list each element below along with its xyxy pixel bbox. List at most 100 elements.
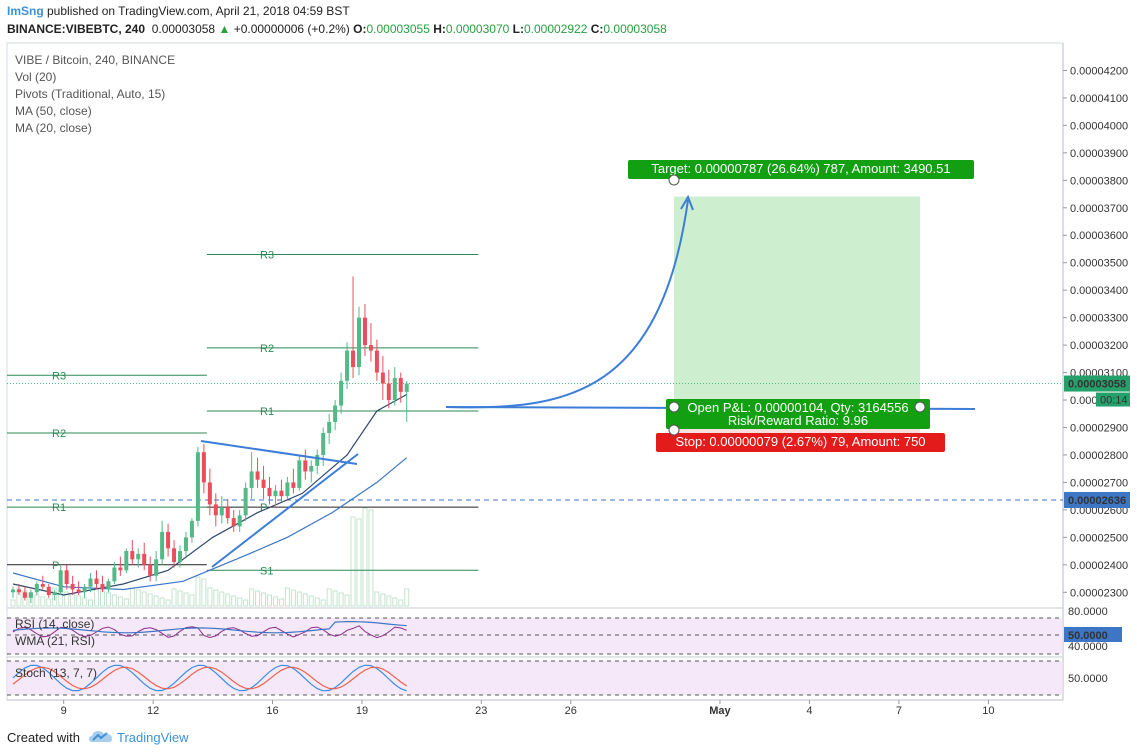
candle-body: [404, 383, 409, 392]
candle-body: [160, 531, 165, 560]
volume-bar: [272, 596, 278, 607]
pivot-label: P: [52, 560, 59, 572]
tradingview-logo-icon[interactable]: [88, 728, 114, 746]
volume-bar: [64, 591, 70, 607]
close-label: C:: [590, 22, 604, 36]
publish-info: published on TradingView.com, April 21, …: [43, 4, 350, 18]
volume-bar: [225, 593, 231, 607]
projection-curve: [445, 199, 689, 409]
volume-bar: [219, 591, 225, 607]
y-tick-label: 0.00003500: [1070, 258, 1128, 270]
rsi-tick-label: 50.0000: [1068, 630, 1108, 642]
volume-bar: [237, 597, 243, 607]
volume-bar: [374, 591, 380, 607]
legend-vol[interactable]: Vol (20): [15, 70, 57, 84]
volume-bar: [76, 595, 82, 607]
pivot-label: R1: [260, 406, 274, 418]
volume-bar: [147, 593, 153, 607]
candle-body: [10, 589, 15, 593]
candle-body: [166, 531, 171, 549]
y-tick-label: 0.00004000: [1070, 120, 1128, 132]
candle-body: [309, 465, 314, 472]
candle-body: [118, 567, 123, 571]
candle-body: [64, 570, 69, 585]
volume-bar: [362, 507, 368, 607]
volume-bar: [243, 599, 249, 607]
candle-body: [52, 592, 57, 596]
candle-body: [142, 553, 147, 565]
volume-bar: [249, 588, 255, 607]
volume-bar: [52, 587, 58, 607]
candle-body: [303, 460, 308, 472]
volume-bar: [404, 588, 410, 607]
volume-bar: [183, 592, 189, 607]
trendline-upper: [200, 440, 358, 465]
countdown-badge: [1096, 392, 1130, 407]
candle-body: [351, 350, 356, 368]
candles: [10, 276, 409, 604]
volume-bar: [171, 588, 177, 607]
candle-body: [195, 452, 200, 521]
y-tick-label: 0.00002700: [1070, 477, 1128, 489]
author-name[interactable]: ImSng: [7, 4, 44, 18]
candle-body: [386, 383, 391, 401]
volume-bar: [207, 587, 213, 607]
price-chart[interactable]: 0.00004200 0.00004100 0.00004000 0.00003900…: [0, 0, 1137, 722]
candle-body: [46, 586, 51, 596]
pivot-label: R2: [52, 428, 66, 440]
candle-body: [201, 452, 206, 483]
volume-bar: [88, 599, 94, 607]
candle-body: [362, 317, 367, 346]
pivot-label: R1: [52, 502, 66, 514]
volume-bar: [392, 597, 398, 607]
candle-body: [70, 584, 75, 590]
footer-created-text: Created with: [7, 730, 80, 745]
legend-stoch[interactable]: Stoch (13, 7, 7): [15, 666, 98, 680]
candle-body: [88, 578, 93, 587]
candle-body: [22, 592, 27, 598]
countdown-value: 00:14: [1100, 395, 1128, 407]
volume-bar: [368, 509, 374, 607]
candle-body: [285, 482, 290, 497]
legend-wma[interactable]: WMA (21, RSI): [15, 634, 96, 648]
candle-body: [333, 405, 338, 422]
pnl-badge-text: Risk/Reward Ratio: 9.96: [728, 413, 868, 428]
candle-body: [357, 317, 361, 368]
legend-ma20[interactable]: MA (20, close): [15, 121, 92, 135]
footer-brand-link[interactable]: TradingView: [117, 730, 189, 745]
candle-body: [178, 551, 183, 563]
candle-body: [40, 584, 45, 587]
legend-ma50[interactable]: MA (50, close): [15, 104, 92, 118]
candle-body: [231, 518, 236, 527]
rsi-line: [12, 625, 407, 639]
chart-header: ImSng published on TradingView.com, Apri…: [0, 0, 1137, 42]
volume-bar: [290, 589, 296, 607]
legend-rsi[interactable]: RSI (14, close): [15, 617, 95, 631]
candle-body: [327, 421, 332, 433]
candle-body: [172, 548, 177, 563]
volume-bar: [231, 595, 237, 607]
volume-bar: [326, 588, 332, 607]
legend-pivots[interactable]: Pivots (Traditional, Auto, 15): [15, 87, 166, 101]
candle-body: [112, 567, 117, 582]
x-tick-label: 7: [896, 705, 902, 717]
candle-body: [28, 592, 33, 598]
volume-bar: [267, 594, 273, 607]
volume-bar: [105, 592, 111, 607]
volume-bar: [261, 592, 267, 607]
x-tick-label: 4: [806, 705, 812, 717]
candle-body: [255, 471, 260, 480]
candle-body: [380, 372, 385, 384]
volume-bar: [46, 598, 52, 607]
y-tick-label: 0.00003300: [1070, 313, 1128, 325]
ohlc-line: BINANCE:VIBEBTC, 240 0.00003058 ▲ +0.000…: [7, 22, 667, 36]
rsi-band: [7, 618, 1063, 654]
candle-body: [76, 589, 81, 593]
pivot-label: P: [260, 502, 267, 514]
candle-body: [94, 578, 99, 585]
projection-arrowhead: [680, 194, 694, 211]
volume-bar: [314, 597, 320, 607]
target-badge-box: [628, 160, 974, 179]
rsi-tick-label: 80.0000: [1068, 606, 1108, 618]
volume-bar: [165, 599, 171, 607]
